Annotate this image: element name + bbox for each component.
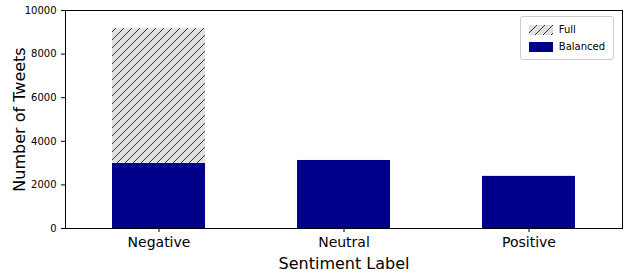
svg-text:Sentiment Label: Sentiment Label — [279, 254, 410, 273]
svg-text:6000: 6000 — [31, 92, 56, 103]
svg-text:Neutral: Neutral — [318, 234, 370, 250]
html-text:Balanced: Balanced — [558, 41, 605, 52]
svg-text:Positive: Positive — [502, 234, 556, 250]
svg-text:4000: 4000 — [31, 136, 56, 147]
svg-text:10000: 10000 — [25, 5, 57, 16]
svg-text:Negative: Negative — [128, 234, 191, 250]
html-text:Full: Full — [558, 24, 576, 35]
svg-text:8000: 8000 — [31, 48, 56, 59]
svg-text:Number of Tweets: Number of Tweets — [10, 47, 29, 191]
svg-text:2000: 2000 — [31, 179, 56, 190]
svg-text:0: 0 — [50, 223, 56, 234]
